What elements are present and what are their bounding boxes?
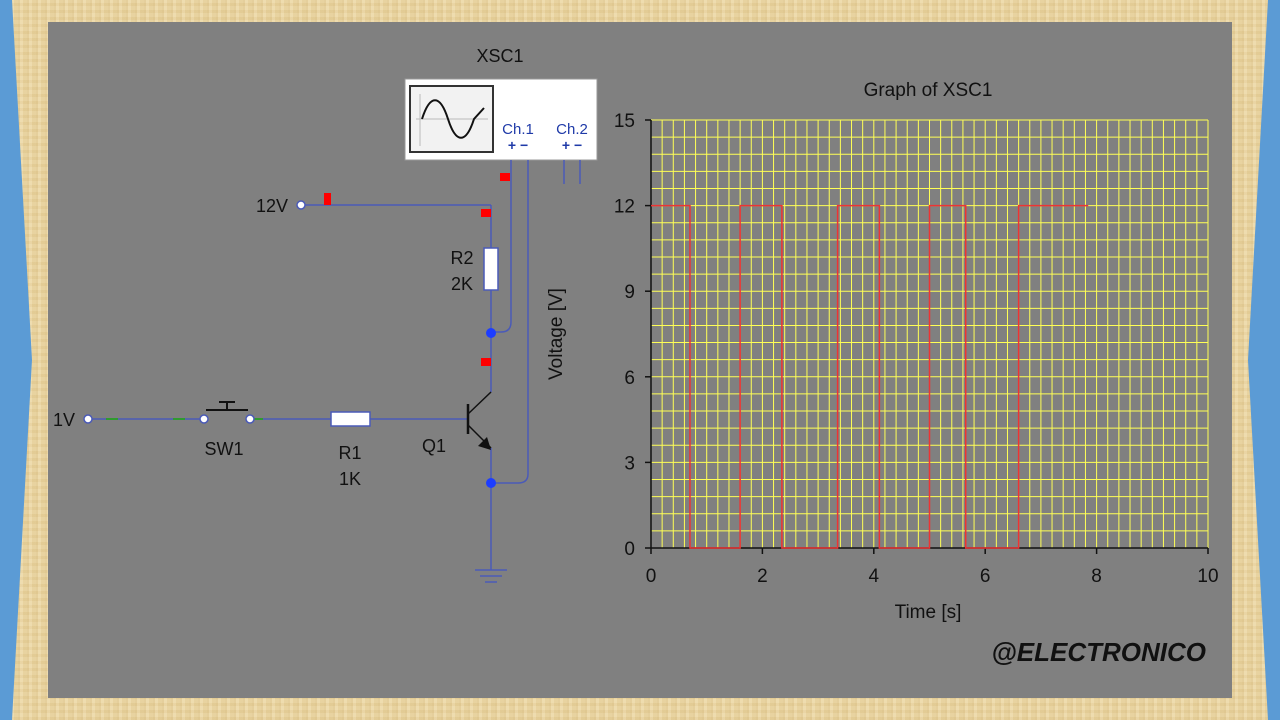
ch1-pins: + − (508, 137, 528, 153)
x-tick-label: 4 (869, 566, 880, 587)
input-1v-terminal[interactable]: 1V (53, 410, 93, 430)
y-tick-label: 9 (624, 282, 635, 303)
sine-wave-icon (416, 94, 488, 146)
left-blue-edge (0, 0, 32, 720)
simulation-workspace: XSC1 Ch.1 + − Ch.2 + − (48, 22, 1232, 698)
x-tick-label: 0 (646, 566, 657, 587)
r1-value: 1K (339, 469, 361, 489)
oscilloscope-instrument[interactable]: Ch.1 + − Ch.2 + − (404, 78, 598, 161)
probe-marker-supply (324, 193, 331, 205)
ch2-pins: + − (562, 137, 582, 153)
switch-name: SW1 (204, 439, 243, 459)
time-axis-label: Time [s] (895, 602, 962, 623)
circuit-and-graph-canvas: XSC1 Ch.1 + − Ch.2 + − (53, 46, 1219, 623)
svg-text:Voltage [V]: Voltage [V] (546, 288, 567, 380)
voltage-axis-label: Voltage [V] (546, 288, 567, 380)
r2-name: R2 (450, 248, 473, 268)
x-tick-label: 8 (1091, 566, 1102, 587)
probe-marker-collector (481, 358, 491, 366)
ch1-label: Ch.1 (502, 121, 534, 138)
scope-leads (491, 160, 581, 484)
node-emitter (486, 478, 496, 488)
y-tick-label: 3 (624, 453, 635, 474)
r1-name: R1 (338, 443, 361, 463)
right-blue-edge (1248, 0, 1280, 720)
scope-label: XSC1 (476, 46, 523, 66)
ch2-label: Ch.2 (556, 121, 588, 138)
x-tick-label: 6 (980, 566, 991, 587)
y-tick-label: 6 (624, 368, 635, 389)
y-tick-label: 12 (614, 197, 635, 218)
switch-sw1[interactable]: SW1 (199, 401, 255, 459)
input-label: 1V (53, 410, 75, 430)
plot-area: 0 2 4 6 8 10 0 3 6 9 12 15 (614, 111, 1219, 587)
r2-value: 2K (451, 274, 473, 294)
y-tick-label: 0 (624, 539, 635, 560)
voltage-trace-ch1 (651, 204, 1089, 549)
probe-marker-ch1 (500, 173, 510, 181)
graph-title: Graph of XSC1 (864, 80, 993, 101)
resistor-r2[interactable]: R2 2K (450, 247, 499, 294)
x-tick-label: 2 (757, 566, 768, 587)
resistor-r1[interactable]: R1 1K (330, 411, 371, 489)
y-tick-label: 15 (614, 111, 635, 132)
node-collector (486, 328, 496, 338)
circuit-wires (91, 204, 492, 570)
ground-icon (475, 569, 507, 583)
supply-12v-terminal[interactable]: 12V (256, 196, 306, 216)
x-tick-label: 10 (1197, 566, 1218, 587)
probe-marker-r2-top (481, 209, 491, 217)
transistor-name: Q1 (422, 436, 446, 456)
supply-label: 12V (256, 196, 288, 216)
transistor-q1[interactable]: Q1 (422, 391, 492, 456)
watermark: @ELECTRONICO (991, 637, 1206, 667)
